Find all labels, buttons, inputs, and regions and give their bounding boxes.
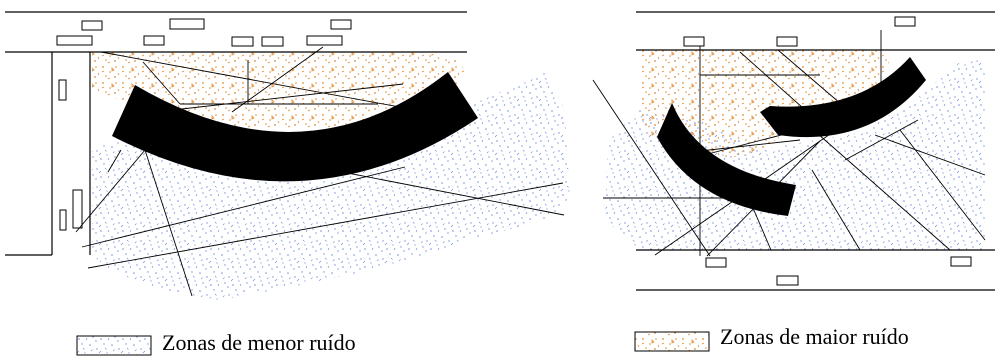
left-tunnel [112, 72, 478, 182]
right-tunnel-lower [657, 103, 796, 216]
legend-low-noise-label: Zonas de menor ruído [162, 330, 356, 355]
legend-high-noise-label: Zonas de maior ruído [720, 324, 909, 349]
right-high-noise-zone [640, 50, 890, 160]
legend-low-noise-swatch [76, 335, 152, 356]
legend [76, 331, 710, 356]
legend-high-noise-swatch [634, 331, 710, 352]
left-scheme [5, 11, 570, 300]
right-scheme [592, 11, 995, 291]
right-tunnel-upper [760, 57, 926, 138]
